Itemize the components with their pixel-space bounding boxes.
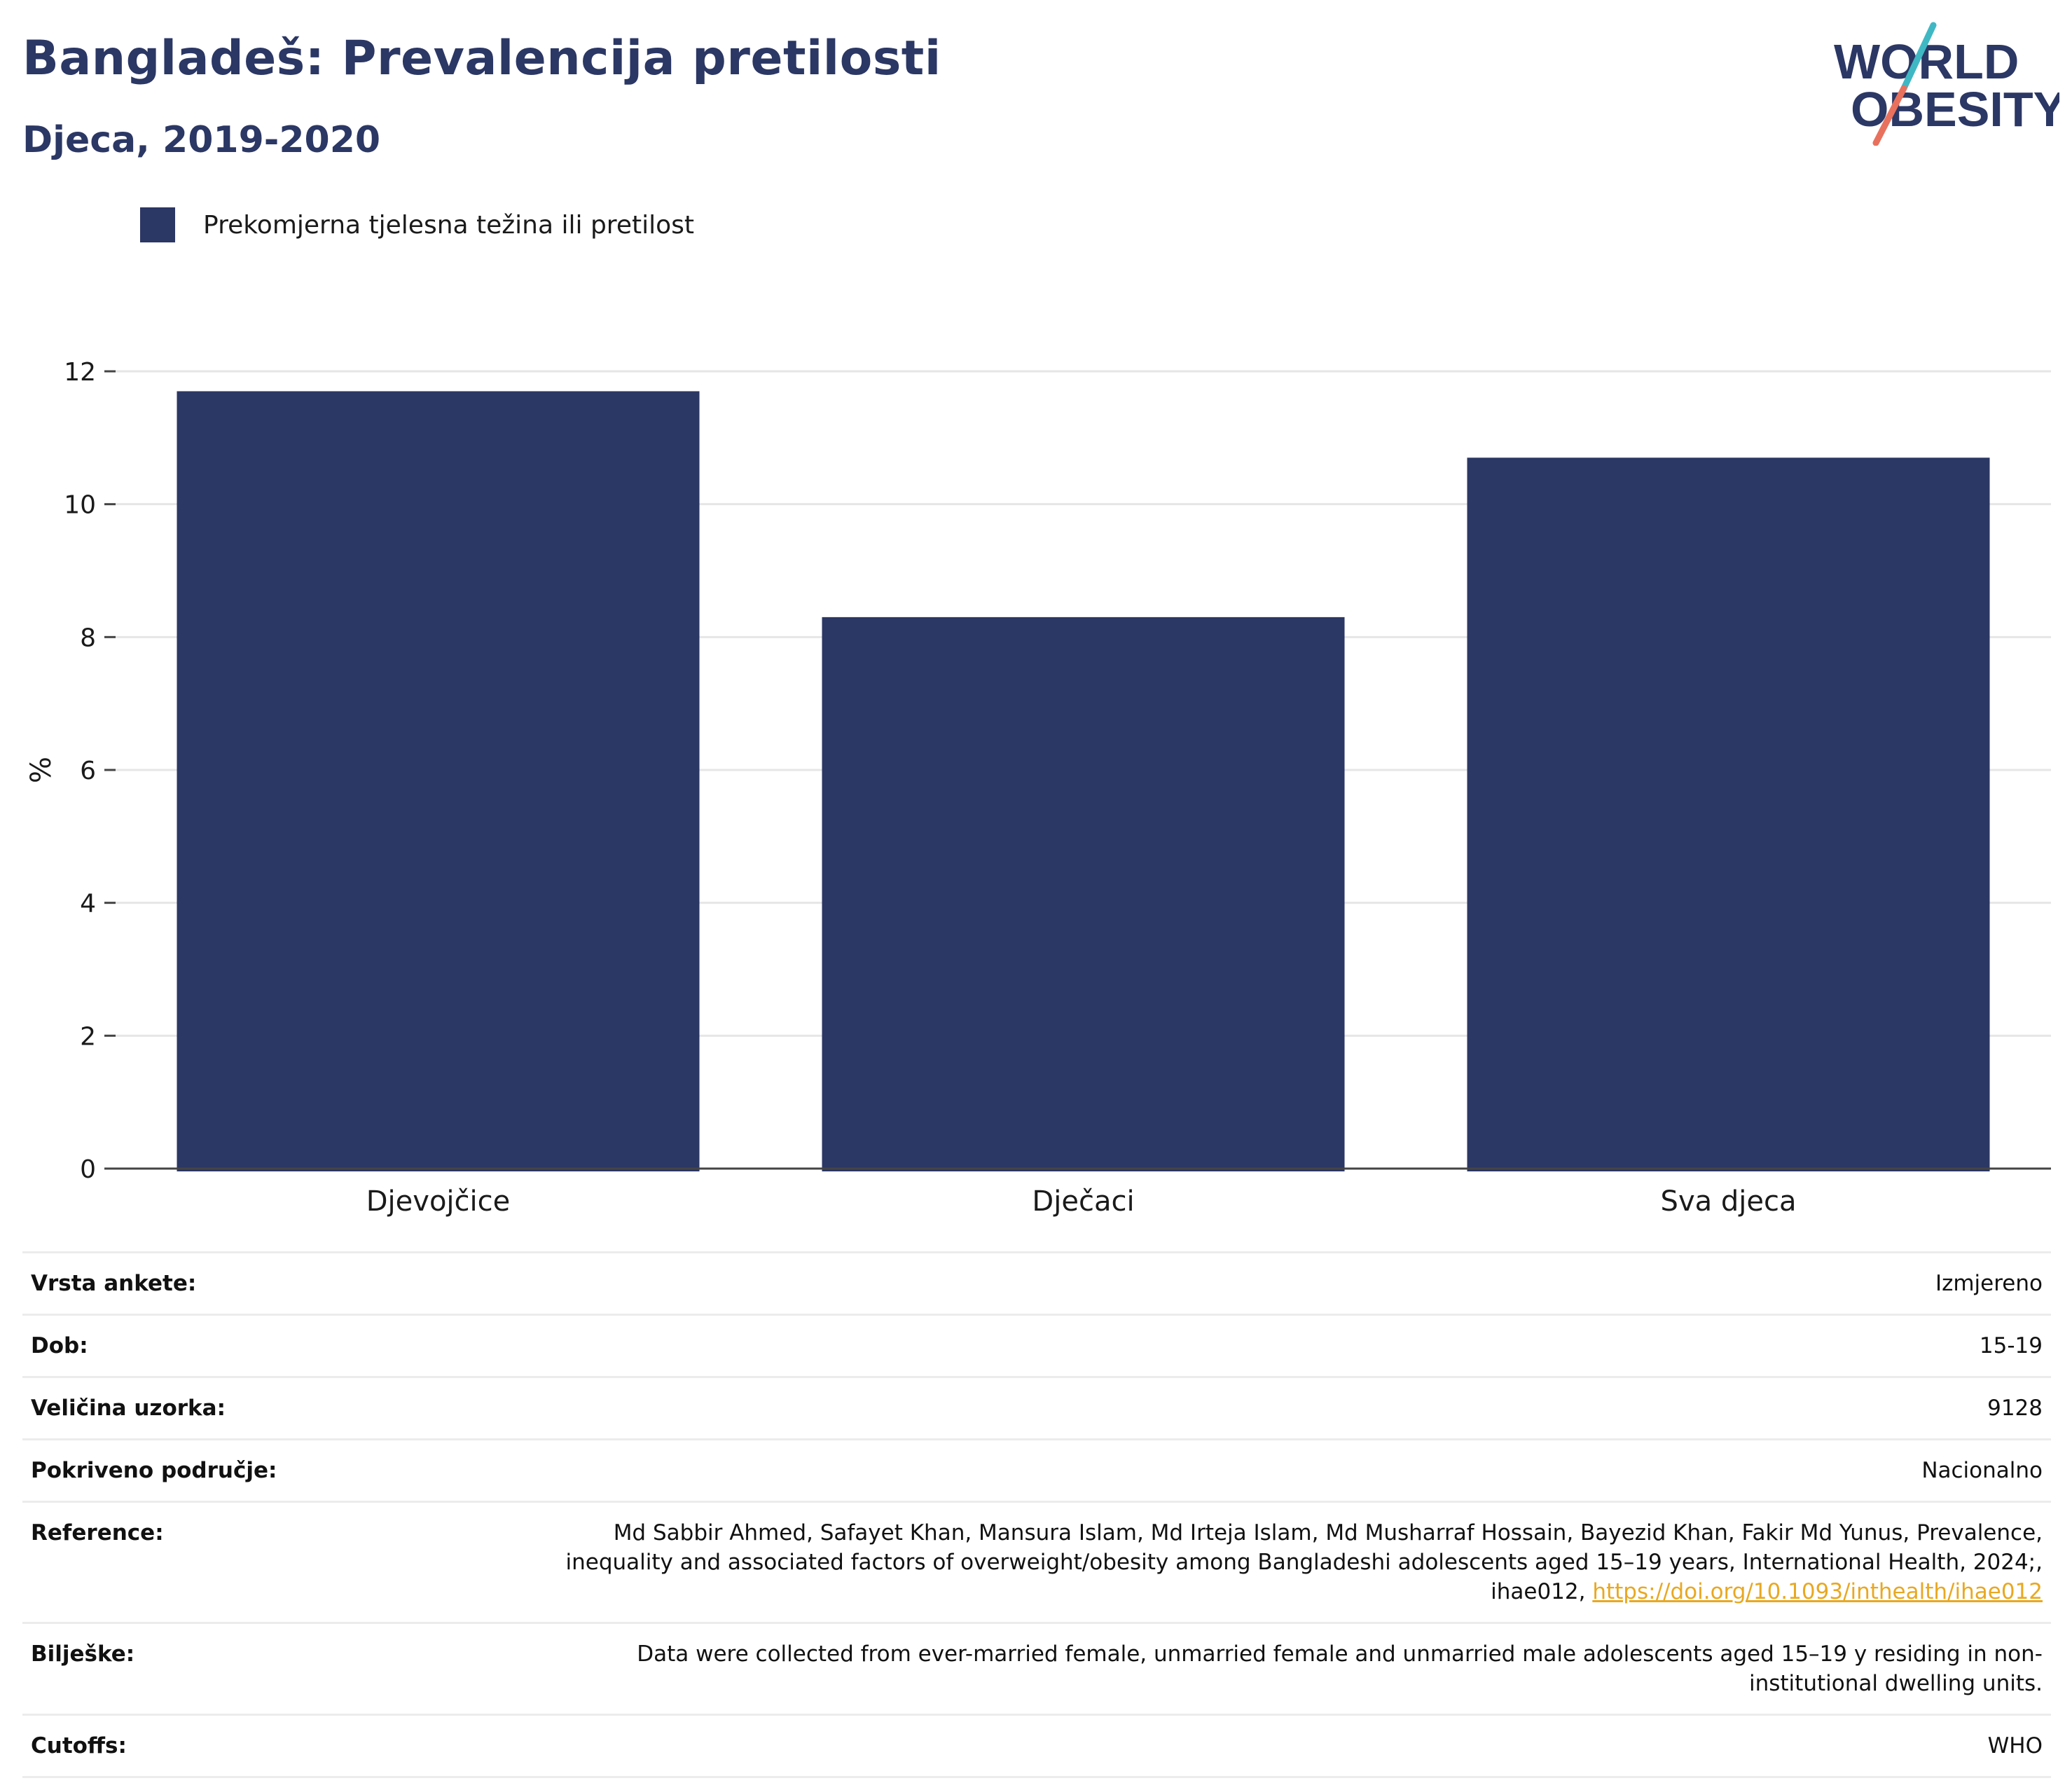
info-value: WHO — [460, 1714, 2051, 1778]
y-tick-label: 0 — [80, 1155, 96, 1184]
logo-stroke-coral — [1872, 85, 1907, 146]
info-label: Veličina uzorka: — [22, 1376, 460, 1440]
x-tick-label: Djevojčice — [366, 1185, 511, 1218]
info-label: Cutoffs: — [22, 1714, 460, 1778]
bar-chart: 0 2 4 6 8 10 12% Djevojčice Dječaci Sva djeca — [25, 358, 2051, 1218]
info-label: Pokriveno područje: — [22, 1438, 460, 1502]
bar-1 — [177, 391, 700, 1172]
y-tick-label: 8 — [80, 624, 96, 652]
info-row-coverage: Pokriveno područje: Nacionalno — [22, 1438, 2051, 1502]
logo-stroke-teal — [1900, 22, 1937, 92]
y-tick-label: 6 — [80, 757, 96, 785]
reference-line-1: Md Sabbir Ahmed, Safayet Khan, Mansura I… — [613, 1520, 2043, 1546]
info-label: Bilješke: — [22, 1622, 460, 1715]
info-value: Md Sabbir Ahmed, Safayet Khan, Mansura I… — [460, 1501, 2051, 1623]
info-row-reference: Reference: Md Sabbir Ahmed, Safayet Khan… — [22, 1501, 2051, 1623]
bar-3 — [1467, 457, 1990, 1171]
y-tick-label: 10 — [64, 491, 96, 520]
legend-label: Prekomjerna tjelesna težina ili pretilos… — [203, 210, 694, 240]
info-row-survey-type: Vrsta ankete: Izmjereno — [22, 1251, 2051, 1315]
info-value: 15-19 — [460, 1314, 2051, 1377]
info-row-notes: Bilješke: Data were collected from ever-… — [22, 1622, 2051, 1715]
x-tick-label: Dječaci — [1032, 1185, 1134, 1218]
reference-line-3-prefix: ihae012, — [1491, 1579, 1593, 1604]
info-label: Reference: — [22, 1501, 460, 1623]
bar-2 — [822, 617, 1345, 1171]
reference-line-2: inequality and associated factors of ove… — [565, 1550, 2043, 1575]
y-tick-label: 12 — [64, 358, 96, 387]
reference-doi-link[interactable]: https://doi.org/10.1093/inthealth/ihae01… — [1592, 1579, 2043, 1604]
x-tick-label: Sva djeca — [1661, 1185, 1797, 1218]
notes-line-1: Data were collected from ever-married fe… — [637, 1641, 2043, 1667]
info-row-cutoffs: Cutoffs: WHO — [22, 1714, 2051, 1778]
info-row-age: Dob: 15-19 — [22, 1314, 2051, 1377]
page-title: Bangladeš: Prevalencija pretilosti — [22, 31, 941, 86]
y-tick-label: 4 — [80, 890, 96, 918]
notes-line-2: institutional dwelling units. — [1748, 1671, 2043, 1696]
info-table: Vrsta ankete: Izmjereno Dob: 15-19 Velič… — [22, 1251, 2051, 1778]
info-row-sample-size: Veličina uzorka: 9128 — [22, 1376, 2051, 1440]
info-label: Vrsta ankete: — [22, 1251, 460, 1315]
info-label: Dob: — [22, 1314, 460, 1377]
legend-swatch — [140, 207, 175, 242]
info-value: Data were collected from ever-married fe… — [460, 1622, 2051, 1715]
info-value: Nacionalno — [460, 1438, 2051, 1502]
info-value: Izmjereno — [460, 1251, 2051, 1315]
chart-legend: Prekomjerna tjelesna težina ili pretilos… — [140, 207, 694, 242]
page-subtitle: Djeca, 2019-2020 — [22, 119, 381, 161]
world-obesity-logo: WORLD OBESITY — [1834, 22, 2059, 146]
reference-line-3: ihae012, https://doi.org/10.1093/intheal… — [468, 1577, 2043, 1606]
y-tick-label: 2 — [80, 1022, 96, 1051]
y-axis-label: % — [25, 757, 57, 783]
info-value: 9128 — [460, 1376, 2051, 1440]
